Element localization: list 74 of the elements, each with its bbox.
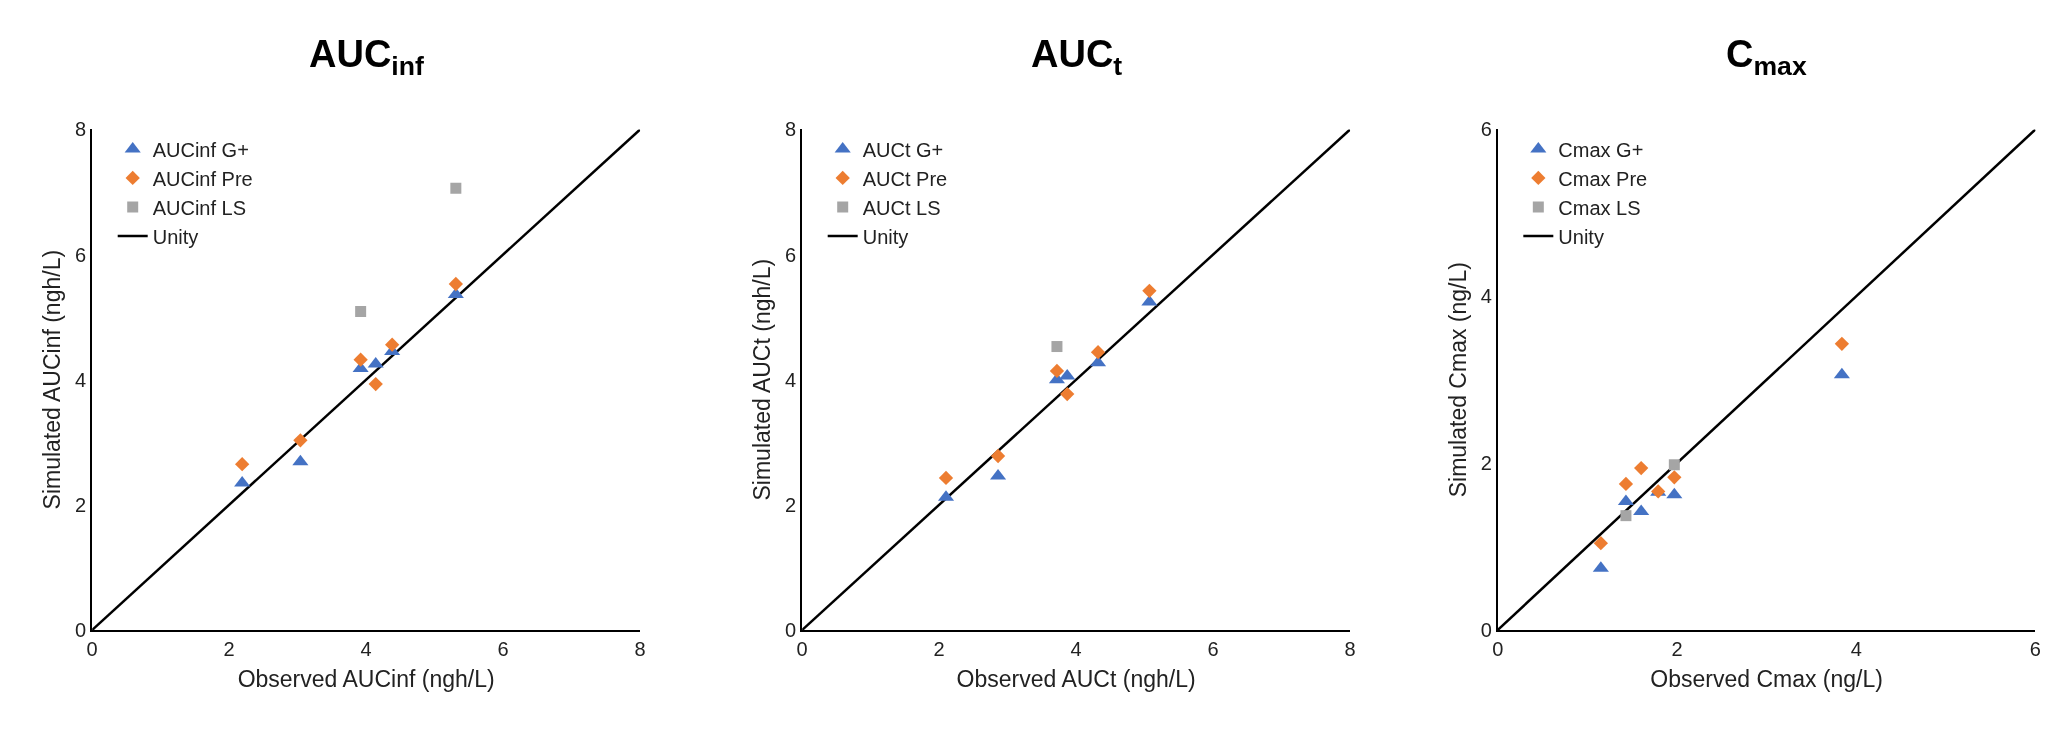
point	[1668, 459, 1680, 471]
legend-label: Unity	[1558, 225, 1604, 248]
x-tick-label: 4	[360, 637, 372, 660]
point	[1060, 386, 1075, 402]
point	[450, 182, 462, 194]
y-tick-label: 6	[1480, 118, 1492, 141]
legend-label: AUCinf Pre	[152, 167, 253, 190]
point	[1634, 460, 1649, 476]
point	[1618, 476, 1634, 492]
y-tick-label: 2	[785, 493, 797, 516]
point	[368, 376, 383, 392]
point	[1593, 536, 1608, 551]
y-tick-label: 0	[75, 618, 87, 641]
point	[990, 448, 1006, 464]
y-tick-label: 4	[75, 368, 87, 391]
y-axis-title: Simulated Cmax (ng/L)	[1444, 262, 1471, 498]
x-axis-title: Observed AUCinf (ngh/L)	[237, 666, 495, 693]
point	[1090, 345, 1106, 360]
chart-title: AUC$_{inf}$	[309, 33, 424, 81]
y-tick-label: 2	[75, 493, 87, 516]
legend-label: Unity	[152, 225, 199, 248]
legend-label: AUCt Pre	[862, 167, 948, 190]
y-axis-title: Simulated AUCinf (ngh/L)	[39, 249, 66, 510]
y-tick-label: 4	[785, 368, 797, 391]
legend-label: Cmax G+	[1558, 138, 1644, 161]
point	[1620, 510, 1632, 522]
x-tick-label: 4	[1070, 637, 1082, 660]
y-tick-label: 0	[1480, 618, 1492, 641]
point	[355, 306, 367, 318]
x-tick-label: 2	[933, 637, 945, 660]
legend-label: AUCt LS	[862, 196, 941, 219]
point	[235, 456, 250, 472]
point	[1049, 363, 1065, 379]
legend-label: Cmax LS	[1558, 196, 1641, 219]
legend-label: AUCinf LS	[152, 196, 247, 219]
y-tick-label: 8	[75, 118, 87, 141]
x-tick-label: 6	[497, 637, 509, 660]
y-tick-label: 4	[1480, 285, 1492, 308]
point	[1667, 470, 1682, 485]
legend-label: AUCt G+	[862, 138, 944, 161]
legend-label: AUCinf G+	[152, 138, 249, 161]
point	[938, 470, 954, 486]
point	[1142, 283, 1157, 299]
y-tick-label: 6	[785, 243, 797, 266]
x-tick-label: 6	[2029, 637, 2041, 660]
x-tick-label: 8	[1344, 637, 1356, 660]
point	[1666, 487, 1683, 499]
y-axis-title: Simulated AUCt (ngh/L)	[749, 258, 775, 501]
x-axis-title: Observed Cmax (ng/L)	[1650, 666, 1883, 693]
point	[293, 433, 308, 448]
y-tick-label: 0	[785, 618, 797, 641]
y-tick-label: 2	[1480, 452, 1492, 475]
x-tick-label: 2	[1671, 637, 1683, 660]
point	[1834, 336, 1850, 351]
y-tick-label: 8	[785, 118, 797, 141]
chart-title: AUC$_{t}$	[1031, 33, 1123, 81]
point	[448, 276, 463, 292]
point	[447, 287, 464, 299]
x-tick-label: 6	[1207, 637, 1219, 660]
point	[234, 475, 251, 487]
point	[353, 352, 368, 367]
point	[1059, 368, 1076, 380]
legend-label: Cmax Pre	[1558, 167, 1648, 190]
x-tick-label: 2	[223, 637, 235, 660]
point	[292, 454, 309, 466]
x-tick-label: 4	[1850, 637, 1862, 660]
point	[1833, 367, 1850, 379]
x-axis-title: Observed AUCt (ngh/L)	[956, 666, 1196, 693]
x-tick-label: 8	[634, 637, 646, 660]
point	[385, 337, 400, 352]
legend-label: Unity	[862, 225, 909, 248]
point	[1051, 341, 1063, 353]
chart-title: C$_{max}$	[1726, 33, 1807, 81]
y-tick-label: 6	[75, 243, 87, 266]
